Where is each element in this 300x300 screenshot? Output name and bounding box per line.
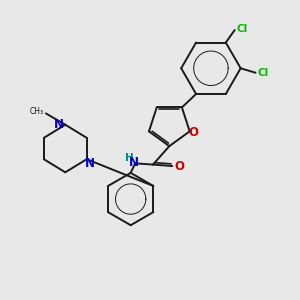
Text: O: O — [189, 126, 199, 139]
Text: CH₃: CH₃ — [29, 107, 44, 116]
Text: Cl: Cl — [237, 24, 248, 34]
Text: H: H — [125, 153, 134, 163]
Text: N: N — [85, 157, 95, 170]
Text: Cl: Cl — [258, 68, 269, 78]
Text: O: O — [174, 160, 184, 172]
Text: N: N — [129, 156, 139, 169]
Text: N: N — [54, 118, 64, 131]
